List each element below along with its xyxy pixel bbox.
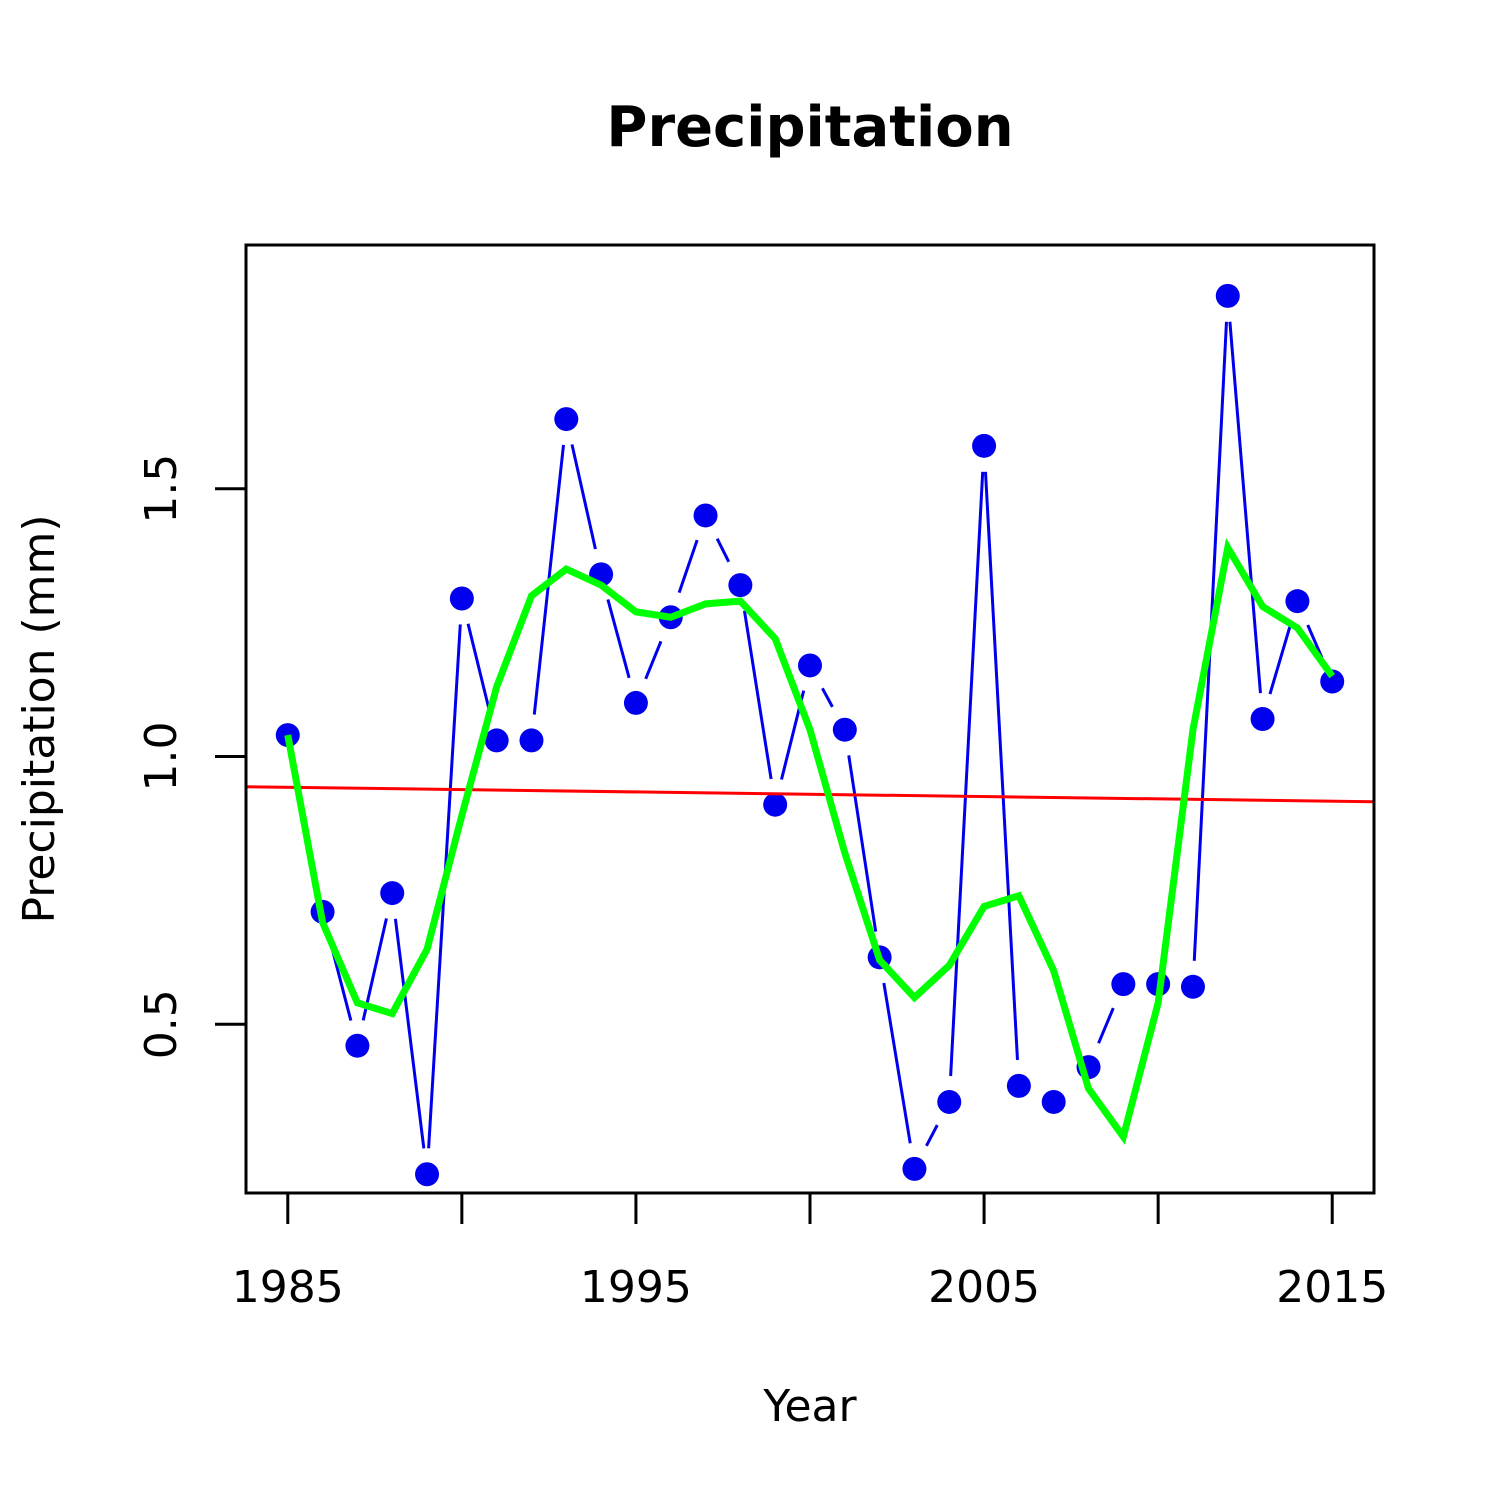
observed-point (623, 690, 648, 715)
observed-line-segment (1306, 624, 1324, 659)
observed-line-segment (742, 610, 773, 780)
observed-line-segment (925, 1124, 939, 1147)
observed-point (415, 1162, 440, 1187)
observed-line-segment (644, 640, 663, 680)
smoothed-line (284, 537, 1336, 1145)
y-tick-label: 0.5 (136, 989, 187, 1059)
observed-point (728, 573, 753, 598)
y-axis: 0.5 1.0 1.5 (136, 454, 248, 1059)
observed-point (1006, 1073, 1031, 1098)
observed-line-segment (715, 538, 731, 563)
observed-point (554, 407, 579, 432)
observed-line-segment (393, 918, 426, 1149)
observed-point (937, 1089, 962, 1114)
observed-point (1250, 707, 1275, 731)
y-tick-label: 1.5 (136, 454, 187, 524)
x-tick-label: 2005 (928, 1262, 1040, 1313)
trend-line (246, 785, 1374, 804)
observed-point (449, 586, 474, 611)
x-tick-label: 1985 (232, 1262, 344, 1313)
chart-title: Precipitation (606, 95, 1013, 160)
observed-point (1041, 1089, 1066, 1114)
observed-line-segment (847, 755, 878, 932)
plot-frame (244, 243, 1376, 1195)
observed-line-segment (677, 539, 699, 594)
x-axis: 1985 1995 2005 2015 (232, 1191, 1388, 1313)
observed-point (1285, 589, 1310, 614)
observed-point (380, 881, 405, 906)
y-axis-label: Precipitation (mm) (14, 514, 65, 923)
observed-point (693, 503, 718, 528)
observed-line-segment (466, 623, 492, 716)
observed-line-segment (882, 982, 912, 1144)
x-tick-label: 2015 (1276, 1262, 1388, 1313)
x-axis-label: Year (762, 1381, 857, 1432)
observed-point (1180, 974, 1205, 999)
observed-point (519, 728, 544, 753)
observed-point (484, 728, 509, 753)
y-tick-label: 1.0 (136, 721, 187, 791)
observed-point (832, 717, 857, 742)
observed-line-segment (570, 444, 597, 550)
observed-point (972, 433, 997, 458)
observed-point (345, 1033, 370, 1058)
observed-line-segment (983, 471, 1019, 1061)
observed-line-segment (949, 471, 985, 1077)
plot-content (246, 283, 1374, 1187)
observed-line-segment (1268, 625, 1292, 695)
observed-line-segment (821, 687, 834, 708)
observed-point (798, 653, 822, 678)
x-tick-label: 1995 (580, 1262, 692, 1313)
observed-point (763, 792, 788, 817)
observed-line-segment (1097, 1007, 1115, 1044)
observed-point (1111, 972, 1136, 997)
observed-point (1215, 283, 1240, 308)
observed-point (902, 1156, 927, 1181)
observed-line-segment (1228, 321, 1262, 694)
observed-line-segment (606, 599, 631, 679)
observed-point (1320, 669, 1345, 694)
